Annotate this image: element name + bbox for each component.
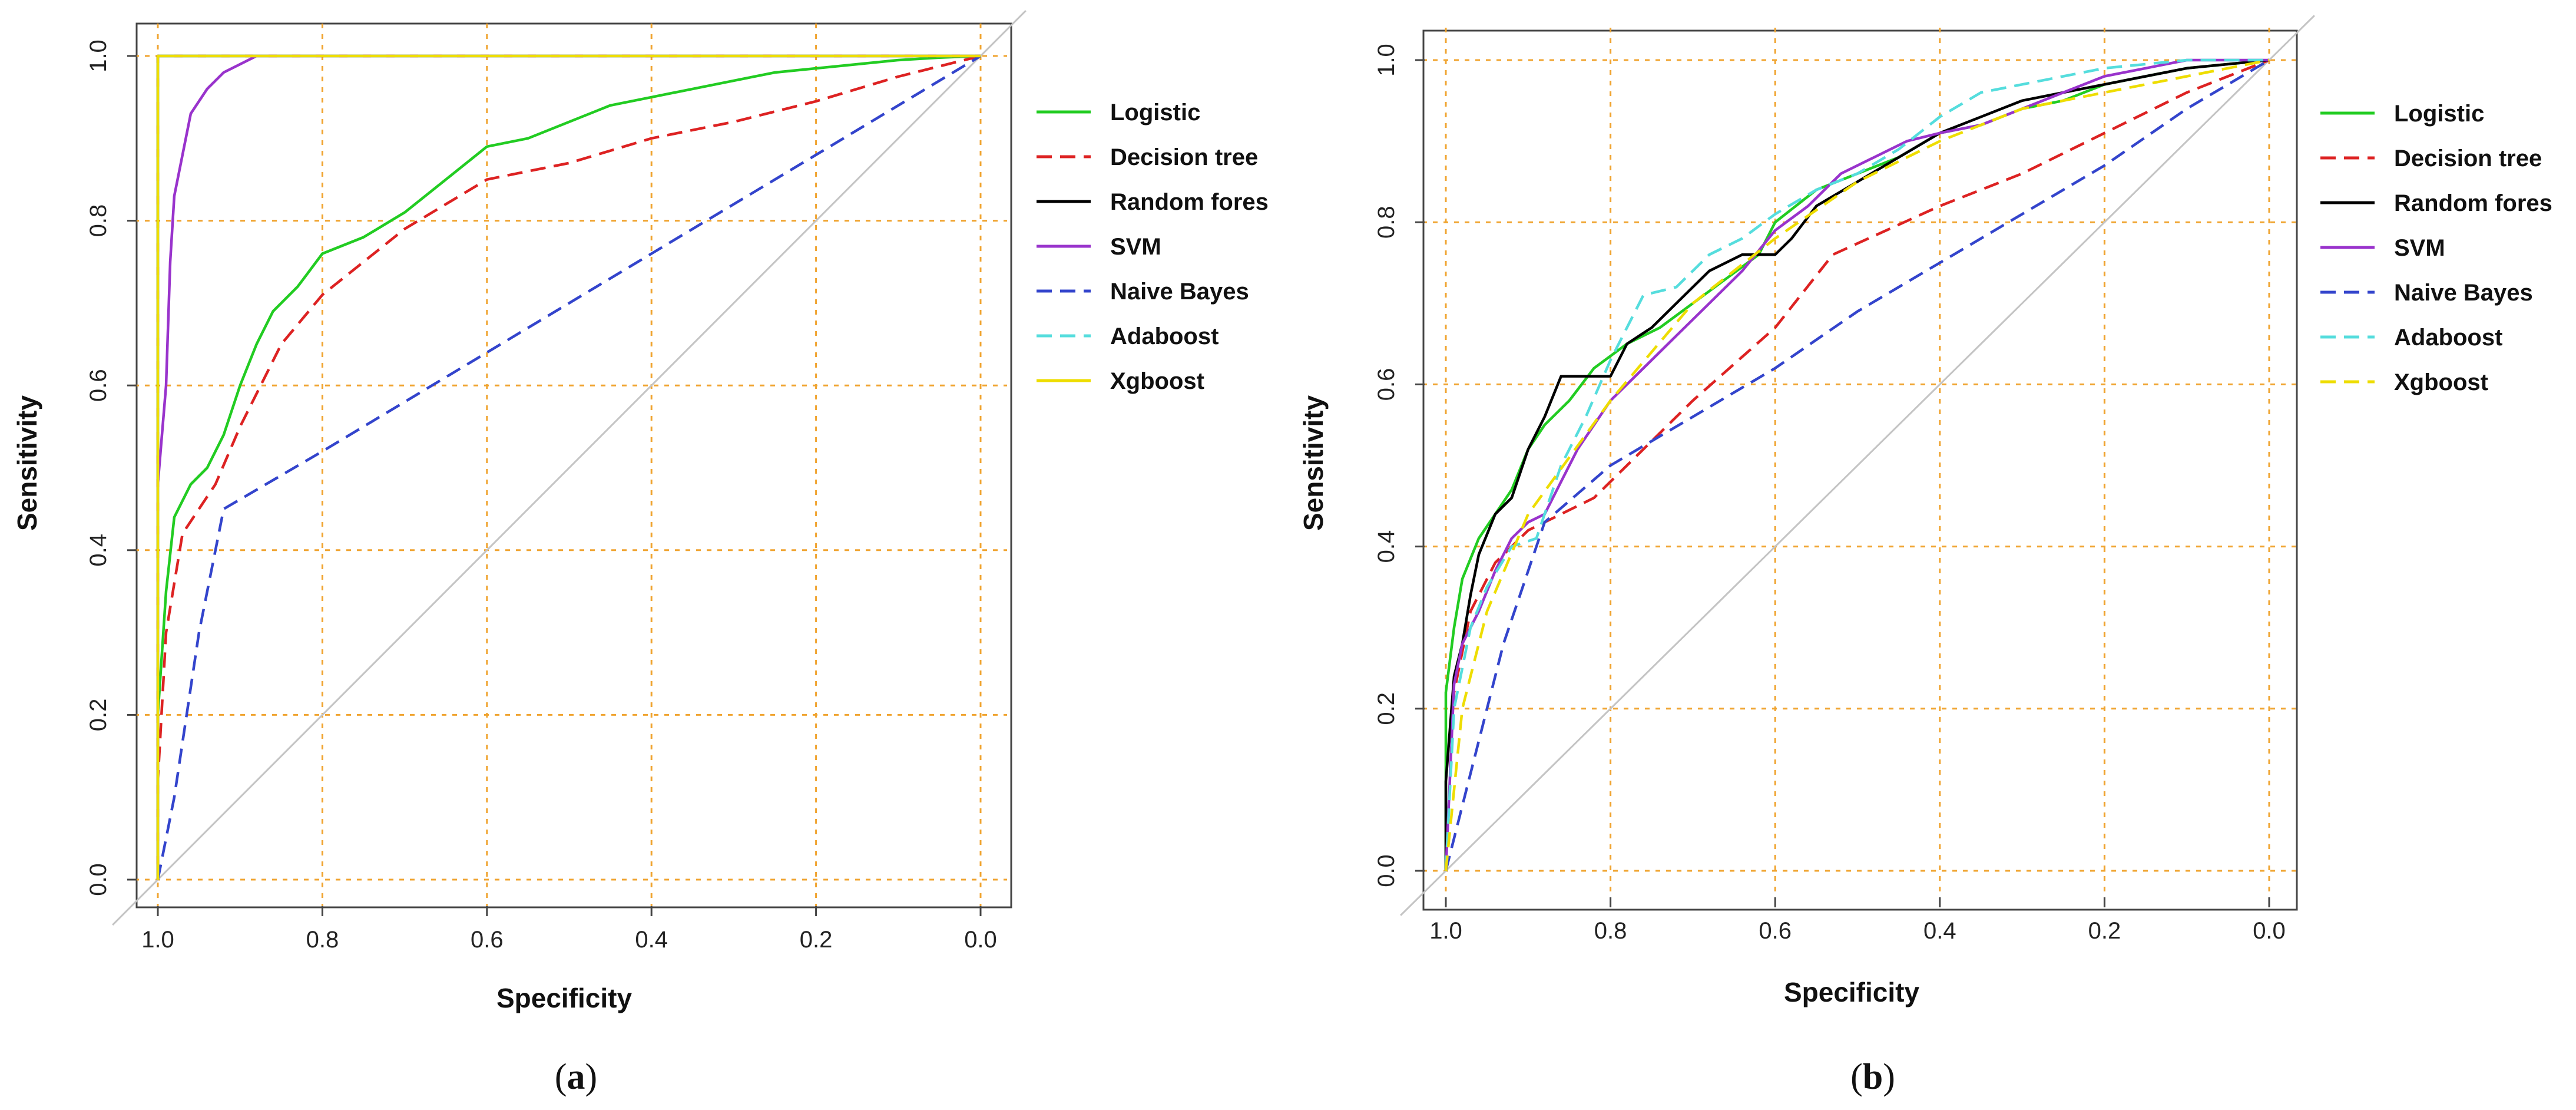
- panel-a-x-tick-label-5: 0.0: [964, 927, 997, 953]
- panel-b-legend-label-xgboost: Xgboost: [2394, 369, 2488, 395]
- panel-b-x-ticks: 1.0 0.8 0.6 0.4 0.2 0.0: [1429, 897, 2286, 944]
- panel-a-legend-label-adaboost: Adaboost: [1110, 323, 1219, 349]
- panel-b-y-axis-title: Sensitivity: [1298, 395, 1329, 531]
- panel-b-legend-label-logistic: Logistic: [2394, 101, 2484, 127]
- panel-a-x-tick-label-2: 0.6: [471, 927, 504, 953]
- panel-a-series-svm: [156, 54, 981, 880]
- panel-b-series-svm: [1444, 58, 2269, 871]
- panel-b-x-tick-label-1: 0.8: [1594, 918, 1627, 944]
- panel-a-series-naive-bayes: [156, 55, 982, 880]
- panel-a-legend: Logistic Decision tree Random fores SVM Naiv…: [1037, 100, 1269, 394]
- panel-b-reference-line: [1400, 15, 2315, 916]
- panel-b-y-tick-label-4: 0.8: [1373, 206, 1399, 239]
- panel-a-series: [156, 54, 982, 880]
- panel-b-legend-label-decision-tree: Decision tree: [2394, 146, 2542, 171]
- panel-a-legend-label-naive-bayes: Naive Bayes: [1110, 279, 1249, 305]
- panel-a-x-tick-label-1: 0.8: [306, 927, 339, 953]
- panel-b-legend-label-svm: SVM: [2394, 235, 2445, 261]
- panel-a-x-ticks: 1.0 0.8 0.6 0.4 0.2 0.0: [141, 906, 997, 953]
- panel-b-series-xgboost: [1444, 58, 2270, 871]
- panel-a-series-decision-tree: [156, 54, 981, 880]
- panel-b-x-tick-label-2: 0.6: [1759, 918, 1792, 944]
- panel-a-x-axis-title: Specificity: [496, 983, 633, 1013]
- panel-b-series-random-fores: [1444, 58, 2270, 871]
- panel-a-y-tick-label-4: 0.8: [85, 204, 111, 237]
- panel-a-y-tick-label-1: 0.2: [85, 699, 111, 732]
- panel-b-y-tick-label-1: 0.2: [1373, 692, 1399, 725]
- panel-b-series-adaboost: [1444, 58, 2269, 871]
- panel-b-legend-label-adaboost: Adaboost: [2394, 325, 2502, 351]
- panel-a-legend-label-random-fores: Random fores: [1110, 189, 1269, 215]
- panel-b-x-tick-label-4: 0.2: [2088, 918, 2121, 944]
- panel-a-legend-label-decision-tree: Decision tree: [1110, 144, 1258, 170]
- panel-b-legend-label-random-fores: Random fores: [2394, 190, 2552, 216]
- panel-b-y-tick-label-2: 0.4: [1373, 530, 1399, 563]
- panel-b: 1.0 0.8 0.6 0.4 0.2 0.0 0.0 0.2 0.4 0.6 0.8 1.0 Sp…: [1298, 15, 2552, 1097]
- panel-a-y-tick-label-5: 1.0: [85, 39, 111, 72]
- panel-b-y-tick-label-5: 1.0: [1373, 44, 1399, 77]
- panel-b-series-decision-tree: [1444, 58, 2270, 871]
- panel-a-y-tick-label-2: 0.4: [85, 534, 111, 567]
- panel-a: 1.0 0.8 0.6 0.4 0.2 0.0 0.0 0.2 0.4 0.6 0.8 1.0 Sp…: [12, 10, 1269, 1097]
- panel-a-x-tick-label-0: 1.0: [141, 927, 174, 953]
- panel-a-legend-label-xgboost: Xgboost: [1110, 368, 1204, 394]
- panel-a-series-xgboost: [156, 54, 981, 880]
- panel-a-reference-line: [112, 10, 1027, 926]
- panel-b-x-tick-label-3: 0.4: [1923, 918, 1956, 944]
- panel-b-x-axis-title: Specificity: [1784, 977, 1920, 1007]
- panel-b-caption: (b): [1850, 1057, 1895, 1097]
- panel-b-legend: Logistic Decision tree Random fores SVM Naiv…: [2320, 101, 2552, 395]
- panel-b-x-tick-label-0: 1.0: [1429, 918, 1462, 944]
- panel-b-y-tick-label-0: 0.0: [1373, 854, 1399, 887]
- panel-a-diagonal-line: [112, 10, 1027, 926]
- panel-b-legend-label-naive-bayes: Naive Bayes: [2394, 280, 2533, 306]
- panel-b-y-tick-label-3: 0.6: [1373, 368, 1399, 401]
- panel-b-diagonal-line: [1400, 15, 2315, 916]
- panel-a-y-ticks: 0.0 0.2 0.4 0.6 0.8 1.0: [85, 39, 137, 896]
- panel-b-series: [1444, 58, 2270, 871]
- panel-a-x-tick-label-3: 0.4: [635, 927, 668, 953]
- panel-b-y-ticks: 0.0 0.2 0.4 0.6 0.8 1.0: [1373, 44, 1425, 887]
- panel-a-caption: (a): [555, 1057, 597, 1097]
- panel-b-x-tick-label-5: 0.0: [2253, 918, 2286, 944]
- panel-a-legend-label-logistic: Logistic: [1110, 100, 1200, 125]
- panel-a-y-tick-label-3: 0.6: [85, 369, 111, 402]
- panel-b-series-naive-bayes: [1444, 59, 2270, 871]
- panel-a-series-logistic: [156, 54, 981, 880]
- panel-a-y-tick-label-0: 0.0: [85, 863, 111, 896]
- panel-a-x-tick-label-4: 0.2: [800, 927, 833, 953]
- panel-b-grid: [1422, 28, 2296, 897]
- panel-a-y-axis-title: Sensitivity: [12, 395, 42, 531]
- panel-a-legend-label-svm: SVM: [1110, 234, 1161, 260]
